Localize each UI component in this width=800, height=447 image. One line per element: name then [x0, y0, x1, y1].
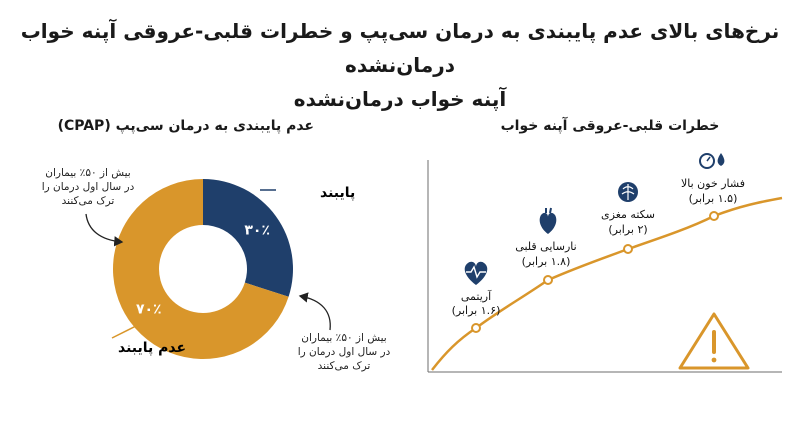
adherent-legend-label: پایبند: [320, 185, 355, 201]
risk-label-hypertension: فشار خون بالا: [681, 177, 745, 190]
note-top-line-2: در سال اول درمان را: [42, 181, 135, 193]
note-bottom: بیش از ۵۰٪ بیماران در سال اول درمان را ت…: [298, 332, 391, 372]
note-top-arrow: [85, 213, 124, 247]
note-top-line-3: ترک می‌کنند: [62, 195, 115, 207]
note-bottom-line-1: بیش از ۵۰٪ بیماران: [301, 332, 386, 344]
risk-point-arrhythmia: [471, 323, 481, 333]
risk-trend-line: [431, 196, 783, 371]
risk-point-hypertension: [709, 211, 719, 221]
donut-slice-adherent-label: ۳۰٪: [244, 223, 270, 239]
blood-pressure-icon: [699, 153, 725, 169]
nonadherent-leader-line: [111, 324, 139, 339]
risk-label-heart-failure: نارسایی قلبی: [515, 240, 576, 253]
risk-chart: آریتمی (۱.۶ برابر) نارسایی قلبی (۱.۸ برا…: [427, 153, 783, 373]
left-panel-heading: عدم پایبندی به درمان سی‌پپ (CPAP): [57, 118, 314, 134]
note-bottom-line-3: ترک می‌کنند: [318, 360, 371, 372]
risk-value-heart-failure: (۱.۸ برابر): [522, 255, 571, 268]
donut-slice-nonadherent-label: ۷۰٪: [136, 301, 162, 317]
warning-icon: [678, 312, 750, 370]
nonadherence-donut-chart: ۳۰٪ ۷۰٪: [113, 179, 293, 359]
risk-label-stroke: سکته مغزی: [601, 208, 655, 221]
page-title: نرخ‌های بالای عدم پایبندی به درمان سی‌پپ…: [0, 14, 800, 116]
note-bottom-arrow: [298, 292, 331, 331]
brain-icon: [618, 182, 638, 202]
risk-value-arrhythmia: (۱.۶ برابر): [452, 304, 501, 317]
heartbeat-icon: [464, 261, 488, 285]
title-line-2: آپنه خواب درمان‌نشده: [293, 87, 507, 111]
risk-label-arrhythmia: آریتمی: [461, 289, 492, 303]
donut-slice-adherent: [203, 179, 293, 297]
heart-icon: [539, 207, 557, 234]
risk-value-hypertension: (۱.۵ برابر): [689, 192, 738, 205]
risk-point-heart-failure: [543, 275, 553, 285]
risk-point-stroke: [623, 244, 633, 254]
right-panel-heading: خطرات قلبی-عروقی آپنه خواب: [500, 118, 720, 134]
note-bottom-line-2: در سال اول درمان را: [298, 346, 391, 358]
note-top-line-1: بیش از ۵۰٪ بیماران: [45, 167, 130, 179]
risk-value-stroke: (۲ برابر): [608, 223, 647, 236]
note-top: بیش از ۵۰٪ بیماران در سال اول درمان را ت…: [42, 167, 135, 207]
donut-slice-nonadherent: [113, 179, 289, 359]
nonadherent-legend-label: عدم پایبند: [118, 340, 186, 356]
title-line-1: نرخ‌های بالای عدم پایبندی به درمان سی‌پپ…: [20, 19, 780, 77]
